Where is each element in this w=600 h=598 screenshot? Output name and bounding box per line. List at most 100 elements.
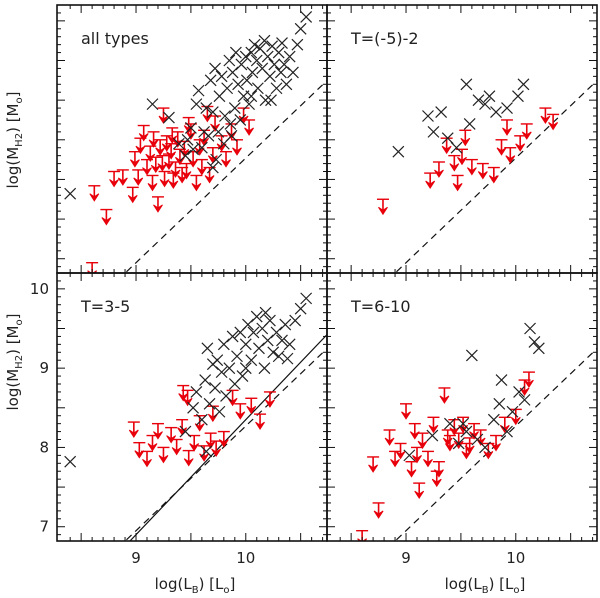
down-arrow-icon — [412, 455, 422, 464]
down-arrow-icon — [153, 204, 163, 213]
x-tick-label: 9 — [131, 549, 141, 567]
detection-point — [235, 58, 248, 71]
down-arrow-icon — [194, 147, 205, 156]
down-arrow-icon — [466, 167, 477, 176]
upper-limit-arrow — [167, 172, 180, 190]
upper-limit-arrow — [170, 438, 183, 456]
detection-point — [259, 94, 272, 107]
upper-limit-arrow — [468, 422, 481, 440]
detection-point — [224, 118, 237, 130]
detection-point — [192, 84, 205, 97]
upper-limit-arrow — [220, 150, 233, 168]
upper-limit-arrow — [495, 139, 508, 156]
detection-point — [217, 338, 230, 351]
upper-limit-arrow — [215, 135, 228, 152]
down-arrow-icon — [218, 439, 229, 448]
down-arrow-icon — [235, 411, 246, 420]
detection-point — [495, 374, 508, 386]
detection-point — [246, 66, 259, 79]
upper-limit-arrow — [367, 456, 380, 473]
upper-limit-arrow — [176, 418, 189, 436]
detection-point — [195, 141, 208, 154]
upper-limit-arrow — [100, 208, 113, 226]
detection-point — [487, 413, 500, 426]
upper-limit-arrow — [487, 166, 500, 184]
upper-limit-arrow — [465, 158, 478, 176]
detection-point — [280, 78, 293, 91]
detection-point — [223, 362, 236, 375]
detection-point — [281, 352, 294, 365]
detection-point — [435, 106, 448, 118]
detection-point — [163, 111, 175, 124]
down-arrow-icon — [207, 155, 218, 164]
fit-line-solid — [129, 334, 327, 541]
upper-limit-arrow — [158, 170, 171, 188]
detection-point — [225, 129, 238, 142]
upper-limit-arrow — [490, 434, 503, 452]
down-arrow-icon — [510, 416, 521, 426]
upper-limit-arrow — [180, 162, 193, 180]
detection-point — [190, 386, 203, 398]
upper-limit-arrow — [448, 154, 461, 172]
y-axis-label-bottom: log(MH2) [Mo] — [4, 314, 25, 411]
detection-point — [460, 425, 473, 438]
detection-point — [528, 336, 541, 348]
down-arrow-icon — [194, 423, 205, 432]
detection-point — [294, 302, 307, 315]
detection-point — [270, 82, 283, 95]
down-arrow-icon — [423, 458, 433, 468]
x-axis-label-left: log(LB) [Lo] — [155, 575, 236, 596]
upper-limit-arrow — [539, 107, 552, 125]
upper-limit-arrow — [141, 450, 153, 468]
detection-point — [513, 386, 525, 398]
panel-title: T=(-5)-2 — [350, 29, 419, 48]
down-arrow-icon — [182, 397, 193, 407]
upper-limit-arrow — [151, 196, 164, 213]
detection-point — [202, 129, 215, 142]
detection-point — [187, 401, 200, 414]
upper-limit-arrow — [151, 422, 164, 440]
down-arrow-icon — [147, 183, 158, 192]
detection-point — [209, 382, 221, 394]
down-arrow-icon — [232, 147, 242, 156]
upper-limit-arrow — [443, 434, 456, 452]
upper-limit-arrow — [147, 131, 160, 148]
detection-point — [268, 58, 281, 71]
upper-limit-arrow — [463, 437, 476, 454]
detection-point — [247, 326, 260, 339]
detection-point — [239, 338, 252, 351]
detection-point — [234, 114, 247, 126]
down-arrow-icon — [540, 115, 551, 125]
upper-limit-arrow — [376, 198, 389, 216]
upper-limit-arrow — [206, 147, 219, 164]
upper-limit-arrow — [137, 124, 150, 142]
upper-limit-arrow — [372, 502, 385, 519]
x-axis-label-right: log(LB) [Lo] — [445, 575, 526, 596]
down-arrow-icon — [138, 133, 149, 142]
detection-point — [479, 98, 491, 111]
upper-limit-arrow — [108, 170, 121, 188]
upper-limit-arrow — [132, 169, 145, 186]
detection-point — [250, 310, 263, 323]
fit-line-dashed — [124, 348, 327, 541]
upper-limit-arrow — [157, 446, 170, 464]
upper-limit-arrow — [193, 139, 206, 156]
detection-point — [460, 78, 473, 91]
detection-point — [64, 455, 77, 468]
upper-limit-arrow — [438, 387, 451, 404]
upper-limit-arrow — [432, 461, 445, 478]
detection-point — [444, 417, 456, 430]
down-arrow-icon — [210, 123, 220, 132]
detection-point — [270, 326, 283, 339]
detection-point — [215, 70, 228, 83]
upper-limit-arrow — [88, 185, 101, 202]
fit-line-dashed — [394, 80, 597, 273]
detection-point — [195, 413, 208, 426]
upper-limit-arrow — [116, 169, 129, 186]
x-tick-label: 10 — [236, 549, 255, 567]
down-arrow-icon — [177, 427, 188, 436]
upper-limit-arrow — [383, 429, 396, 446]
detection-point — [279, 318, 292, 331]
detection-point — [179, 425, 192, 438]
